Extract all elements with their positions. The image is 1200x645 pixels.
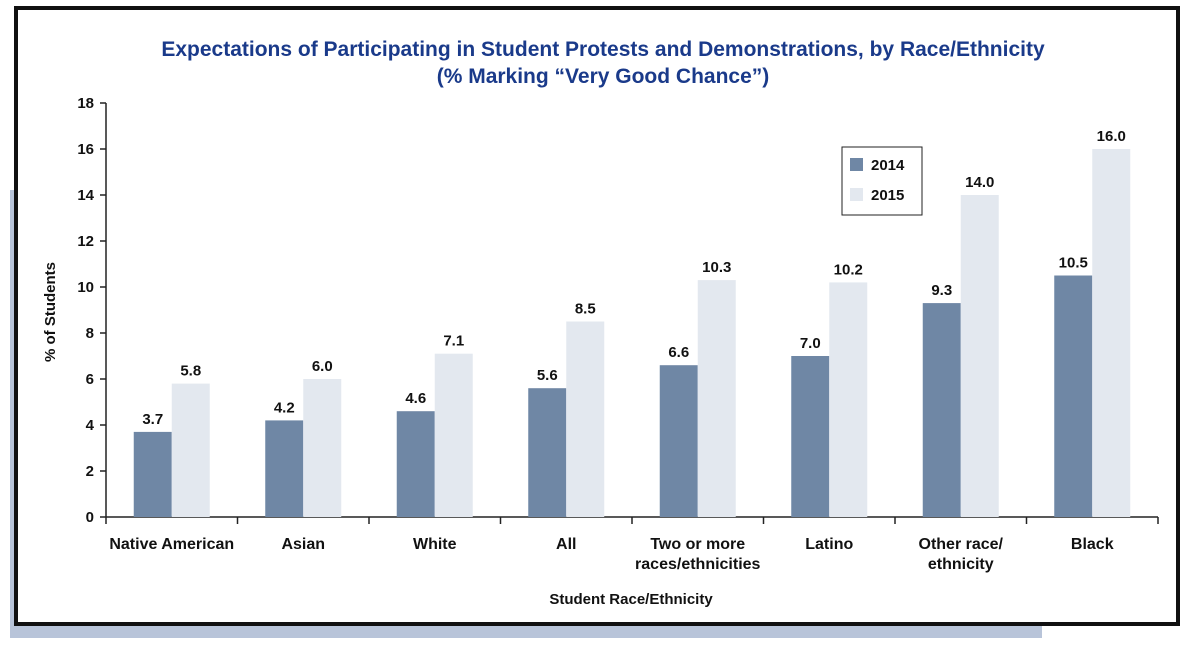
y-tick-label: 4 <box>86 417 95 434</box>
bar-2015 <box>566 321 605 517</box>
x-category-label: Other race/ethnicity <box>919 536 1004 573</box>
data-label-2015: 7.1 <box>443 333 464 350</box>
chart-title: Expectations of Participating in Student… <box>161 38 1045 61</box>
data-label-2015: 8.5 <box>575 301 596 318</box>
bar-2014 <box>1054 275 1093 517</box>
x-category-label-line: Black <box>1071 536 1114 553</box>
x-category-label: All <box>556 536 576 553</box>
y-tick-label: 2 <box>86 463 94 480</box>
data-label-2015: 10.3 <box>702 259 731 276</box>
data-label-2015: 5.8 <box>180 363 201 380</box>
legend: 2014 2015 <box>841 146 923 216</box>
y-tick-label: 14 <box>77 187 94 204</box>
x-category-label-line: Two or more <box>650 536 745 553</box>
x-category-label-line: White <box>413 536 457 553</box>
bar-2015 <box>960 195 999 517</box>
x-category-label-line: All <box>556 536 576 553</box>
x-category-label-line: ethnicity <box>928 556 994 573</box>
bar-2014 <box>133 431 172 517</box>
bar-2015 <box>697 280 736 517</box>
data-label-2014: 3.7 <box>142 411 163 428</box>
bar-2014 <box>791 356 830 517</box>
x-category-label: Asian <box>281 536 325 553</box>
data-label-2014: 4.2 <box>274 399 295 416</box>
x-category-label-line: Asian <box>281 536 325 553</box>
chart-subtitle: (% Marking “Very Good Chance”) <box>437 65 770 88</box>
bar-2015 <box>829 282 868 517</box>
y-axis-title: % of Students <box>42 262 59 362</box>
y-tick-label: 18 <box>77 95 94 112</box>
bar-2015 <box>434 353 473 517</box>
data-label-2014: 10.5 <box>1059 255 1088 272</box>
x-category-label: Black <box>1071 536 1114 553</box>
x-category-label: Two or more races/ethnicities <box>635 536 761 573</box>
x-category-label-line: races/ethnicities <box>635 556 761 573</box>
y-tick-label: 8 <box>86 325 94 342</box>
data-label-2014: 6.6 <box>668 344 689 361</box>
y-tick-label: 0 <box>86 509 94 526</box>
bar-2014 <box>659 365 698 517</box>
legend-swatch-2015 <box>850 188 863 201</box>
data-label-2015: 16.0 <box>1097 128 1126 145</box>
bar-2015 <box>1092 149 1131 517</box>
bar-2015 <box>171 383 210 517</box>
x-category-label: White <box>413 536 457 553</box>
bar-2014 <box>922 303 961 517</box>
data-label-2014: 5.6 <box>537 367 558 384</box>
data-label-2014: 9.3 <box>931 282 952 299</box>
data-label-2014: 7.0 <box>800 335 821 352</box>
legend-label-2014: 2014 <box>871 157 905 174</box>
x-category-label-line: Other race/ <box>919 536 1004 553</box>
bar-2014 <box>265 420 304 517</box>
plot-area: 0 2 4 6 8 10 12 14 16 18 3.7 5.8 Native American 4.2 6… <box>77 95 1159 573</box>
bar-2014 <box>396 411 435 517</box>
data-label-2014: 4.6 <box>405 390 426 407</box>
y-tick-label: 12 <box>77 233 94 250</box>
x-category-label: Latino <box>805 536 853 553</box>
y-tick-label: 10 <box>77 279 94 296</box>
legend-label-2015: 2015 <box>871 187 904 204</box>
data-label-2015: 10.2 <box>834 261 863 278</box>
bar-2015 <box>303 379 342 517</box>
legend-swatch-2014 <box>850 158 863 171</box>
bar-2014 <box>528 388 567 517</box>
x-category-label: Native American <box>109 536 234 553</box>
data-label-2015: 14.0 <box>965 174 994 191</box>
data-label-2015: 6.0 <box>312 358 333 375</box>
x-category-label-line: Native American <box>109 536 234 553</box>
x-axis-title: Student Race/Ethnicity <box>549 591 713 608</box>
y-tick-label: 6 <box>86 371 94 388</box>
y-tick-label: 16 <box>77 141 94 158</box>
x-category-label-line: Latino <box>805 536 853 553</box>
